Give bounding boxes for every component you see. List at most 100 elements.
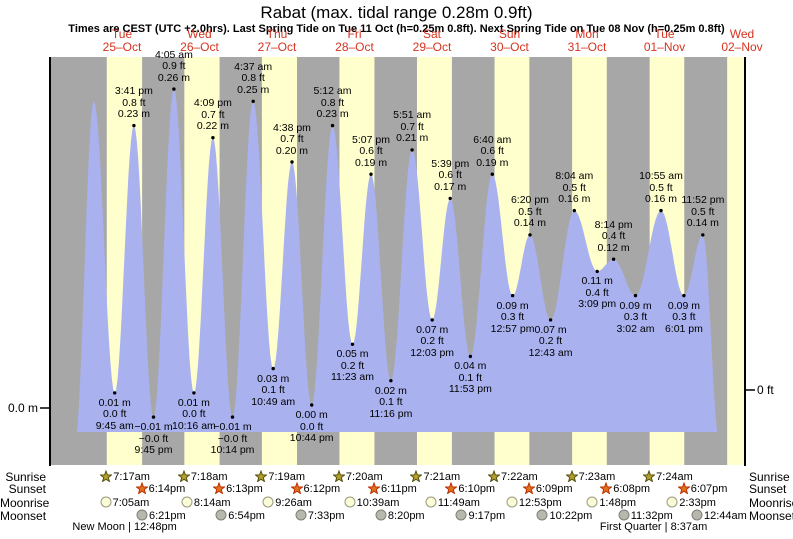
moonrise-entry: 1:48pm xyxy=(586,496,636,510)
low-tide-label: 0.07 m 0.2 ft 12:43 am xyxy=(528,323,573,359)
tide-extremum-dot xyxy=(389,379,393,383)
sunrise-star-icon xyxy=(254,469,269,483)
tide-extremum-dot xyxy=(290,160,294,164)
moonrise-row-label-left: Moonrise xyxy=(0,496,50,510)
day-label: Fri 28–Oct xyxy=(335,27,374,54)
moonrise-entry: 8:14am xyxy=(181,496,231,510)
moonrise-circle-icon xyxy=(181,496,193,508)
tide-extremum-dot xyxy=(151,415,156,419)
high-tide-label: 8:04 am 0.5 ft 0.16 m xyxy=(555,170,594,206)
tide-extremum-dot xyxy=(251,99,255,104)
moonset-circle-icon xyxy=(455,509,467,521)
moonrise-time: 1:48pm xyxy=(599,497,637,509)
high-tide-label: 11:52 pm 0.5 ft 0.14 m xyxy=(681,194,725,230)
sunrise-star-icon xyxy=(176,469,191,483)
moonrise-time: 9:26am xyxy=(275,497,312,509)
sunset-entry: 6:11pm xyxy=(367,481,417,496)
tide-extremum-dot xyxy=(410,148,414,152)
y-axis-label-meters: 0.0 m xyxy=(7,401,38,415)
moonset-time: 10:22pm xyxy=(549,510,593,522)
sunset-entry: 6:08pm xyxy=(599,481,650,496)
moonset-entry: 6:54pm xyxy=(215,509,265,523)
tide-extremum-dot xyxy=(633,293,638,298)
moonrise-time: 10:39am xyxy=(356,497,400,509)
sunrise-star-icon xyxy=(332,469,346,483)
page-subtitle: Times are CEST (UTC +2.0hrs). Last Sprin… xyxy=(68,23,725,35)
sunrise-time: 7:19am xyxy=(268,471,306,483)
tide-extremum-dot xyxy=(528,233,532,237)
tide-extremum-dot xyxy=(310,403,314,407)
tide-extremum-dot xyxy=(192,391,196,395)
moonset-entry: 12:44am xyxy=(691,509,747,523)
low-tide-label: 0.05 m 0.2 ft 11:23 am xyxy=(331,348,374,384)
tide-extremum-dot xyxy=(611,257,616,261)
moonrise-entry: 11:49am xyxy=(425,496,480,510)
sunset-star-icon xyxy=(212,481,226,495)
sunrise-entry: 7:18am xyxy=(176,469,228,484)
high-tide-label: 8:14 pm 0.4 ft 0.12 m xyxy=(594,218,633,254)
tide-extremum-dot xyxy=(510,293,515,298)
sunrise-row-label-right: Sunrise xyxy=(749,470,790,484)
tide-extremum-dot xyxy=(595,269,599,274)
moonrise-circle-icon xyxy=(100,496,112,508)
tide-extremum-dot xyxy=(490,172,494,176)
moonset-circle-icon xyxy=(295,509,307,521)
sunrise-time: 7:18am xyxy=(190,471,228,483)
moonrise-circle-icon xyxy=(262,496,274,508)
moonset-time: 8:20pm xyxy=(387,510,425,522)
moonrise-time: 11:49am xyxy=(437,497,480,509)
moonset-time: 9:17pm xyxy=(468,510,506,522)
sunrise-time: 7:22am xyxy=(501,471,538,483)
moonset-time: 6:54pm xyxy=(228,510,265,522)
moonrise-entry: 12:53pm xyxy=(506,496,562,510)
moonrise-time: 2:33pm xyxy=(679,497,716,509)
sunrise-time: 7:23am xyxy=(578,471,616,483)
moonrise-entry: 10:39am xyxy=(344,496,400,510)
moonset-circle-icon xyxy=(618,509,630,521)
low-tide-label: 0.04 m 0.1 ft 11:53 pm xyxy=(448,360,492,396)
moonrise-circle-icon xyxy=(506,496,518,508)
low-tide-label: −0.01 m −0.0 ft 9:45 pm xyxy=(134,421,173,457)
tide-extremum-dot xyxy=(659,208,663,213)
sunrise-star-icon xyxy=(409,469,424,483)
day-label: Tue 01–Nov xyxy=(643,27,686,54)
moonrise-time: 8:14am xyxy=(193,497,231,509)
tide-extremum-dot xyxy=(369,172,373,176)
tide-extremum-dot xyxy=(572,208,576,213)
day-label: Sat 29–Oct xyxy=(412,27,452,54)
moonrise-circle-icon xyxy=(586,496,598,508)
moonrise-row-label-right: Moonrise xyxy=(749,496,793,510)
moonrise-time: 12:53pm xyxy=(518,497,562,509)
tide-extremum-dot xyxy=(448,196,452,201)
y-axis-label-feet: 0 ft xyxy=(757,383,774,397)
high-tide-label: 5:12 am 0.8 ft 0.23 m xyxy=(313,85,352,121)
sunset-star-icon xyxy=(134,481,149,495)
sunset-entry: 6:09pm xyxy=(521,481,573,496)
sunrise-time: 7:17am xyxy=(113,471,150,483)
moonrise-entry: 2:33pm xyxy=(666,496,716,510)
sunset-time: 6:10pm xyxy=(458,483,496,495)
moonset-entry: 10:22pm xyxy=(536,509,592,523)
sunset-star-icon xyxy=(367,481,381,495)
moonset-circle-icon xyxy=(215,509,227,521)
low-tide-label: −0.01 m −0.0 ft 10:14 pm xyxy=(210,421,255,457)
moonrise-circle-icon xyxy=(344,496,356,508)
high-tide-label: 4:09 pm 0.7 ft 0.22 m xyxy=(193,97,232,133)
tide-extremum-dot xyxy=(211,136,215,140)
high-tide-label: 4:38 pm 0.7 ft 0.20 m xyxy=(272,121,311,157)
sunset-time: 6:07pm xyxy=(690,483,728,495)
low-tide-label: 0.00 m 0.0 ft 10:44 pm xyxy=(289,409,334,444)
sunrise-time: 7:21am xyxy=(423,471,461,483)
sunset-entry: 6:12pm xyxy=(289,481,341,496)
sunset-star-icon xyxy=(599,481,614,495)
day-label: Mon 31–Oct xyxy=(567,27,607,54)
tide-extremum-dot xyxy=(330,123,335,128)
day-label: Sun 30–Oct xyxy=(490,27,529,54)
moonrise-entry: 9:26am xyxy=(262,496,312,510)
sunset-time: 6:12pm xyxy=(303,483,341,495)
low-tide-label: 0.09 m 0.3 ft 3:02 am xyxy=(616,299,655,335)
sunset-entry: 6:13pm xyxy=(212,481,263,496)
moonset-row-label-right: Moonset xyxy=(749,509,793,523)
moon-phase-label: New Moon | 12:48pm xyxy=(72,521,177,533)
